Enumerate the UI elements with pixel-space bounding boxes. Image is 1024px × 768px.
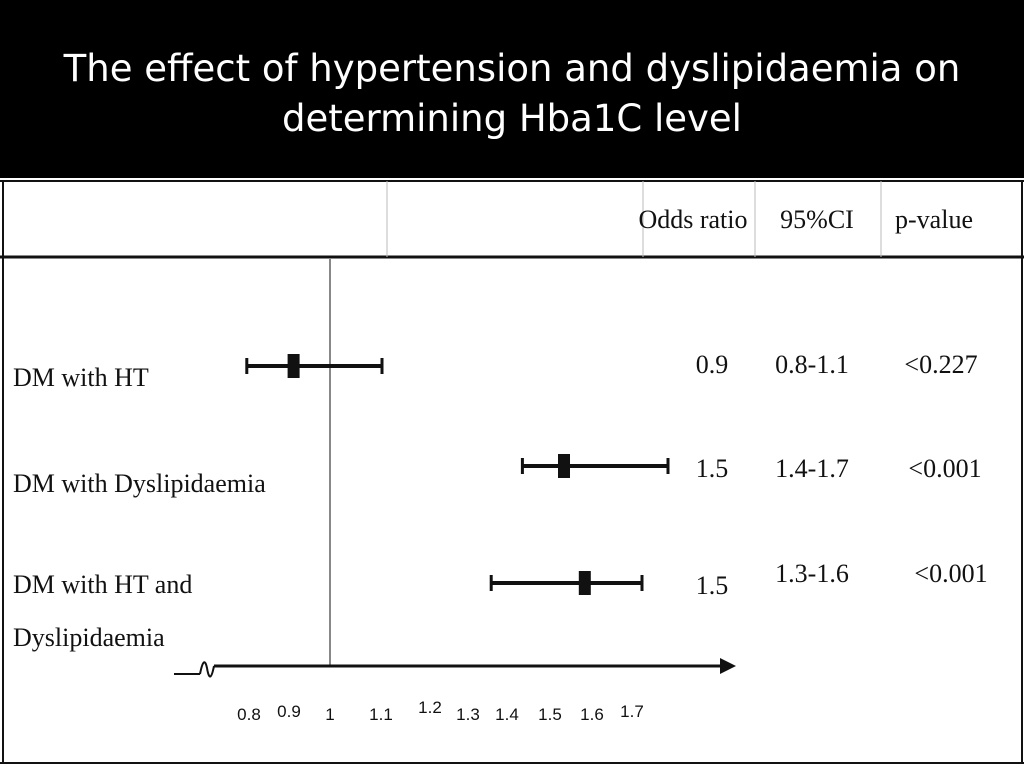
x-tick-label: 1.1: [369, 705, 393, 724]
x-tick-label: 1.5: [538, 705, 562, 724]
title-bar: The effect of hypertension and dyslipida…: [0, 0, 1024, 178]
x-tick-label: 0.9: [277, 702, 301, 721]
point-estimate-marker: [287, 354, 300, 378]
x-tick-label: 1.3: [456, 705, 480, 724]
header-column-separators: [386, 181, 882, 257]
row-odds-ratio: 1.5: [696, 454, 729, 483]
row-label-dm-ht-dyslipidaemia-line1: DM with HT and: [13, 570, 192, 599]
x-axis-arrow-icon: [720, 658, 736, 674]
row-ci: 0.8-1.1: [775, 350, 849, 379]
row-p-value: <0.227: [904, 350, 977, 379]
header-95ci: 95%CI: [780, 205, 854, 234]
row-label-dm-ht-dyslipidaemia-line2: Dyslipidaemia: [13, 623, 165, 652]
slide-title-line1: The effect of hypertension and dyslipida…: [63, 47, 961, 90]
row-ci: 1.3-1.6: [775, 559, 849, 588]
x-tick-label: 1.2: [418, 698, 442, 717]
point-estimate-marker: [578, 571, 591, 595]
point-estimate-marker: [558, 454, 570, 478]
row-odds-ratio: 0.9: [696, 350, 729, 379]
x-tick-label: 1.6: [580, 705, 604, 724]
slide-title-line2: determining Hba1C level: [282, 97, 742, 140]
forest-plot-area: 0.8 0.9 1 1.1 1.2 1.3 1.4 1.5 1.6 1.7: [174, 258, 736, 724]
row-label-dm-ht: DM with HT: [13, 363, 149, 392]
row-ci: 1.4-1.7: [775, 454, 849, 483]
row-odds-ratio: 1.5: [696, 571, 729, 600]
x-tick-label: 0.8: [237, 705, 261, 724]
forest-plot-table: [0, 178, 1024, 768]
x-tick-label: 1.7: [620, 702, 644, 721]
row-label-dm-dyslipidaemia: DM with Dyslipidaemia: [13, 469, 266, 498]
slide-title: The effect of hypertension and dyslipida…: [0, 44, 1024, 144]
x-tick-label: 1: [325, 705, 334, 724]
row-p-value: <0.001: [914, 559, 987, 588]
header-p-value: p-value: [895, 205, 973, 234]
x-tick-label: 1.4: [495, 705, 519, 724]
axis-break-icon: [199, 661, 215, 678]
header-odds-ratio: Odds ratio: [638, 205, 747, 234]
row-p-value: <0.001: [908, 454, 981, 483]
